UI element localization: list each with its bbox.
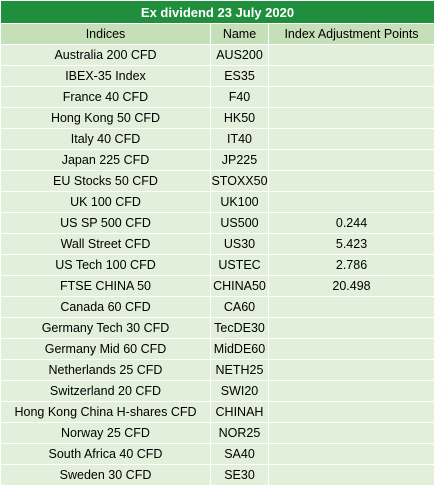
cell-index: UK 100 CFD	[0, 191, 211, 213]
cell-index: EU Stocks 50 CFD	[0, 170, 211, 192]
table-row: Sweden 30 CFD SE30	[0, 464, 435, 486]
table-row: Switzerland 20 CFD SWI20	[0, 380, 435, 402]
table-row: Canada 60 CFD CA60	[0, 296, 435, 318]
table-row: Japan 225 CFD JP225	[0, 149, 435, 171]
cell-adjustment	[267, 65, 435, 87]
cell-name: SE30	[210, 464, 269, 486]
cell-name: US500	[210, 212, 269, 234]
cell-name: SWI20	[210, 380, 269, 402]
cell-adjustment	[267, 464, 435, 486]
cell-adjustment	[267, 422, 435, 444]
header-adjustment-points: Index Adjustment Points	[267, 23, 435, 45]
cell-adjustment	[267, 128, 435, 150]
cell-name: AUS200	[210, 44, 269, 66]
cell-index: FTSE CHINA 50	[0, 275, 211, 297]
table-row: US SP 500 CFD US500 0.244	[0, 212, 435, 234]
header-name: Name	[210, 23, 269, 45]
table-row: South Africa 40 CFD SA40	[0, 443, 435, 465]
cell-index: US SP 500 CFD	[0, 212, 211, 234]
cell-index: Canada 60 CFD	[0, 296, 211, 318]
table-title: Ex dividend 23 July 2020	[0, 0, 435, 24]
cell-index: Australia 200 CFD	[0, 44, 211, 66]
cell-name: NETH25	[210, 359, 269, 381]
cell-name: HK50	[210, 107, 269, 129]
table-row: Germany Mid 60 CFD MidDE60	[0, 338, 435, 360]
cell-index: South Africa 40 CFD	[0, 443, 211, 465]
cell-adjustment: 0.244	[267, 212, 435, 234]
cell-name: UK100	[210, 191, 269, 213]
cell-index: France 40 CFD	[0, 86, 211, 108]
cell-index: Switzerland 20 CFD	[0, 380, 211, 402]
table-row: Wall Street CFD US30 5.423	[0, 233, 435, 255]
cell-adjustment	[267, 191, 435, 213]
cell-adjustment	[267, 380, 435, 402]
cell-adjustment: 2.786	[267, 254, 435, 276]
cell-index: Germany Mid 60 CFD	[0, 338, 211, 360]
cell-index: Italy 40 CFD	[0, 128, 211, 150]
header-row: Indices Name Index Adjustment Points	[0, 23, 435, 45]
cell-adjustment	[267, 359, 435, 381]
cell-name: TecDE30	[210, 317, 269, 339]
cell-adjustment	[267, 149, 435, 171]
cell-name: STOXX50	[210, 170, 269, 192]
cell-adjustment	[267, 443, 435, 465]
table-row: IBEX-35 Index ES35	[0, 65, 435, 87]
cell-name: ES35	[210, 65, 269, 87]
cell-name: SA40	[210, 443, 269, 465]
table-row: Germany Tech 30 CFD TecDE30	[0, 317, 435, 339]
header-indices: Indices	[0, 23, 211, 45]
table-row: Netherlands 25 CFD NETH25	[0, 359, 435, 381]
cell-index: Hong Kong 50 CFD	[0, 107, 211, 129]
cell-name: CHINA50	[210, 275, 269, 297]
cell-name: CA60	[210, 296, 269, 318]
cell-adjustment	[267, 170, 435, 192]
cell-index: Hong Kong China H-shares CFD	[0, 401, 211, 423]
table-row: Hong Kong China H-shares CFD CHINAH	[0, 401, 435, 423]
table-row: Norway 25 CFD NOR25	[0, 422, 435, 444]
cell-adjustment: 5.423	[267, 233, 435, 255]
cell-name: F40	[210, 86, 269, 108]
cell-name: JP225	[210, 149, 269, 171]
cell-index: Germany Tech 30 CFD	[0, 317, 211, 339]
cell-adjustment	[267, 44, 435, 66]
cell-adjustment	[267, 401, 435, 423]
cell-adjustment	[267, 107, 435, 129]
table-row: US Tech 100 CFD USTEC 2.786	[0, 254, 435, 276]
table-row: France 40 CFD F40	[0, 86, 435, 108]
cell-name: USTEC	[210, 254, 269, 276]
cell-name: MidDE60	[210, 338, 269, 360]
cell-index: Sweden 30 CFD	[0, 464, 211, 486]
cell-index: US Tech 100 CFD	[0, 254, 211, 276]
table-row: Australia 200 CFD AUS200	[0, 44, 435, 66]
cell-adjustment: 20.498	[267, 275, 435, 297]
title-row: Ex dividend 23 July 2020	[0, 0, 435, 24]
cell-index: Netherlands 25 CFD	[0, 359, 211, 381]
cell-name: NOR25	[210, 422, 269, 444]
table-body: Australia 200 CFD AUS200 IBEX-35 Index ES35…	[0, 44, 435, 486]
cell-name: US30	[210, 233, 269, 255]
table-row: FTSE CHINA 50 CHINA50 20.498	[0, 275, 435, 297]
table-row: Hong Kong 50 CFD HK50	[0, 107, 435, 129]
cell-adjustment	[267, 317, 435, 339]
cell-adjustment	[267, 338, 435, 360]
cell-index: Wall Street CFD	[0, 233, 211, 255]
cell-adjustment	[267, 296, 435, 318]
cell-name: CHINAH	[210, 401, 269, 423]
cell-index: Norway 25 CFD	[0, 422, 211, 444]
cell-name: IT40	[210, 128, 269, 150]
cell-index: Japan 225 CFD	[0, 149, 211, 171]
table-row: Italy 40 CFD IT40	[0, 128, 435, 150]
cell-index: IBEX-35 Index	[0, 65, 211, 87]
table-row: EU Stocks 50 CFD STOXX50	[0, 170, 435, 192]
cell-adjustment	[267, 86, 435, 108]
table-row: UK 100 CFD UK100	[0, 191, 435, 213]
